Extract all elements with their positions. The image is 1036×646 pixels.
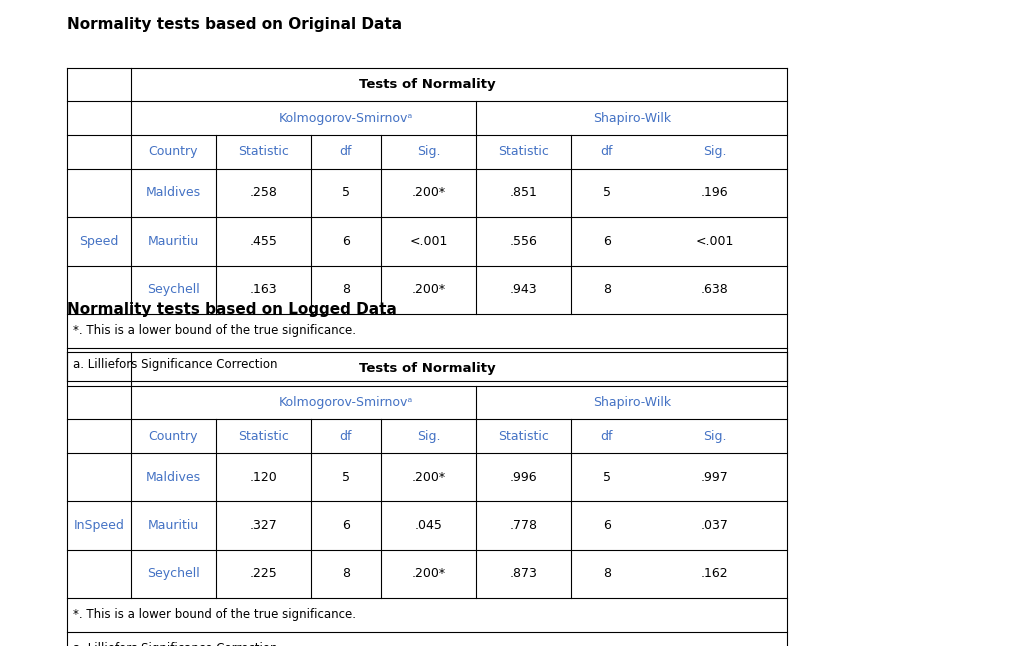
Text: <.001: <.001 [695, 234, 733, 248]
Text: Country: Country [148, 430, 198, 443]
Text: Shapiro-Wilk: Shapiro-Wilk [593, 396, 671, 409]
Text: .943: .943 [510, 283, 538, 297]
Text: *. This is a lower bound of the true significance.: *. This is a lower bound of the true sig… [73, 609, 355, 621]
Text: 5: 5 [342, 470, 350, 484]
Text: <.001: <.001 [409, 234, 448, 248]
Text: Seychell: Seychell [147, 283, 200, 297]
Text: 6: 6 [342, 519, 350, 532]
Text: .162: .162 [700, 567, 728, 581]
Text: Tests of Normality: Tests of Normality [359, 78, 495, 91]
Text: .163: .163 [250, 283, 277, 297]
Text: 8: 8 [342, 567, 350, 581]
Text: Kolmogorov-Smirnovᵃ: Kolmogorov-Smirnovᵃ [279, 112, 413, 125]
Text: Statistic: Statistic [237, 430, 289, 443]
Text: InSpeed: InSpeed [74, 519, 124, 532]
Text: a. Lilliefors Significance Correction: a. Lilliefors Significance Correction [73, 642, 277, 646]
Text: *. This is a lower bound of the true significance.: *. This is a lower bound of the true sig… [73, 324, 355, 337]
Text: Mauritiu: Mauritiu [147, 234, 199, 248]
Text: df: df [340, 145, 352, 158]
Text: .556: .556 [510, 234, 538, 248]
Text: .778: .778 [510, 519, 538, 532]
Text: 8: 8 [342, 283, 350, 297]
Text: Seychell: Seychell [147, 567, 200, 581]
Text: .200*: .200* [411, 283, 445, 297]
Text: .455: .455 [250, 234, 277, 248]
Text: Country: Country [148, 145, 198, 158]
Text: .037: .037 [700, 519, 728, 532]
Text: Mauritiu: Mauritiu [147, 519, 199, 532]
Text: df: df [340, 430, 352, 443]
Text: .225: .225 [250, 567, 277, 581]
Text: Maldives: Maldives [146, 186, 201, 200]
Text: .200*: .200* [411, 186, 445, 200]
Text: Sig.: Sig. [418, 430, 440, 443]
Text: Normality tests based on Logged Data: Normality tests based on Logged Data [67, 302, 397, 317]
Text: Normality tests based on Original Data: Normality tests based on Original Data [67, 17, 402, 32]
Text: .200*: .200* [411, 567, 445, 581]
Text: .196: .196 [700, 186, 728, 200]
Text: .327: .327 [250, 519, 277, 532]
Text: Sig.: Sig. [702, 145, 726, 158]
Text: Sig.: Sig. [702, 430, 726, 443]
Text: .200*: .200* [411, 470, 445, 484]
Text: .996: .996 [510, 470, 538, 484]
Text: 6: 6 [603, 519, 610, 532]
Text: Shapiro-Wilk: Shapiro-Wilk [593, 112, 671, 125]
Text: .997: .997 [700, 470, 728, 484]
Text: Statistic: Statistic [237, 145, 289, 158]
Text: .045: .045 [414, 519, 442, 532]
Text: .873: .873 [510, 567, 538, 581]
Text: 6: 6 [603, 234, 610, 248]
Text: 8: 8 [603, 567, 610, 581]
Text: 6: 6 [342, 234, 350, 248]
Text: 5: 5 [342, 186, 350, 200]
Text: Sig.: Sig. [418, 145, 440, 158]
Text: Statistic: Statistic [498, 145, 549, 158]
Text: .851: .851 [510, 186, 538, 200]
Text: .638: .638 [700, 283, 728, 297]
Text: .258: .258 [250, 186, 277, 200]
Text: 5: 5 [603, 470, 610, 484]
Text: Speed: Speed [80, 234, 119, 248]
Text: 5: 5 [603, 186, 610, 200]
Text: df: df [601, 145, 613, 158]
Text: Tests of Normality: Tests of Normality [359, 362, 495, 375]
Text: a. Lilliefors Significance Correction: a. Lilliefors Significance Correction [73, 358, 277, 371]
Text: Maldives: Maldives [146, 470, 201, 484]
Text: df: df [601, 430, 613, 443]
Text: .120: .120 [250, 470, 277, 484]
Text: Statistic: Statistic [498, 430, 549, 443]
Text: Kolmogorov-Smirnovᵃ: Kolmogorov-Smirnovᵃ [279, 396, 413, 409]
Text: 8: 8 [603, 283, 610, 297]
